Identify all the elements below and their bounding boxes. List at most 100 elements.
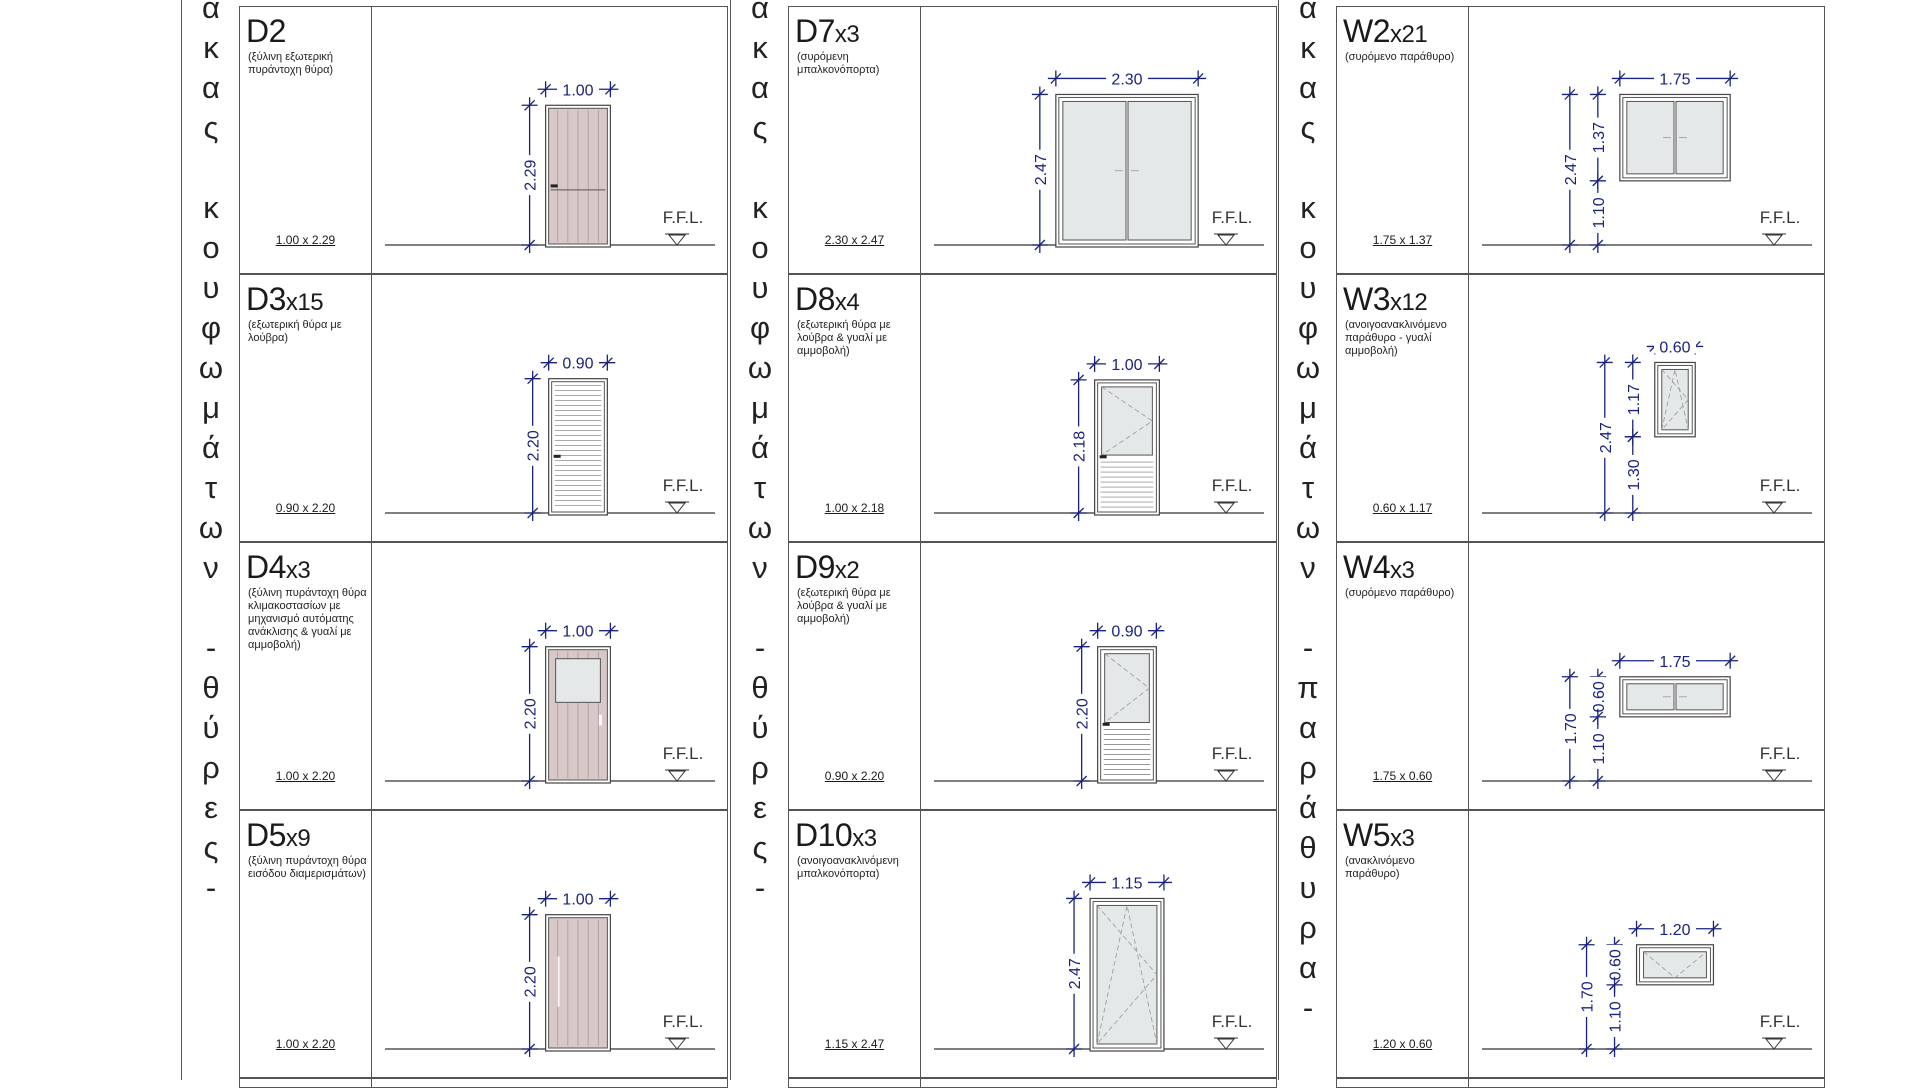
elevation-drawing: F.F.L. 1.00 2.20 — [385, 889, 715, 1057]
total-height-dimension-label-bg — [1577, 976, 1594, 1017]
width-dimension-label-bg — [557, 353, 599, 370]
opening-description: (ξύλινη εξωτερική πυράντοχη θύρα) — [248, 51, 334, 76]
dim-tick — [1153, 358, 1165, 370]
opening-code: D8x4 — [795, 281, 860, 318]
title-letter: ω — [1295, 350, 1321, 385]
opening-code: D10x3 — [795, 817, 877, 854]
quantity-label: x3 — [834, 21, 860, 48]
dim-tick — [1068, 892, 1080, 904]
title-letter: α — [751, 70, 769, 105]
total-height-dimension-label: 2.47 — [1598, 422, 1615, 453]
quantity-label: x3 — [852, 825, 877, 852]
dim-tick — [540, 625, 552, 637]
width-dimension-label-bg — [1106, 621, 1148, 638]
title-letter: ε — [204, 790, 218, 825]
dim-tick — [601, 357, 613, 369]
code-label: D2 — [246, 13, 286, 49]
height-dimension-label: 2.20 — [523, 966, 540, 997]
title-letter: ύ — [751, 710, 769, 745]
title-letter: ω — [198, 350, 224, 385]
dim-tick — [1073, 507, 1085, 519]
opening-size: 1.00 x 2.29 — [275, 233, 336, 247]
dim-tick — [1192, 72, 1204, 84]
dim-tick — [604, 83, 616, 95]
width-dimension-label: 1.75 — [1659, 71, 1690, 88]
opening-size: 0.90 x 2.20 — [824, 769, 885, 783]
opening-code: D9x2 — [795, 549, 860, 586]
width-dimension-label: 0.90 — [562, 356, 593, 373]
opening-description: (εξωτερική θύρα με λούβρα & γυαλί με αμμ… — [797, 319, 891, 357]
elevation-drawing: F.F.L. 1.15 2.47 — [934, 873, 1264, 1057]
code-label: D5 — [246, 817, 286, 853]
ffl-label: F.F.L. — [1760, 1012, 1801, 1031]
schedule-column: α κ α ς κ ο υ φ ω μ ά τ ω ν - θ ύ ρ ε ς - D2 (ξύλινη εξωτερική… — [181, 0, 741, 1088]
title-letter: κ — [752, 190, 768, 225]
title-letter: ς — [203, 110, 219, 145]
title-letter: α — [1299, 70, 1317, 105]
code-cell: D9x2 (εξωτερική θύρα με λούβρα & γυαλί με… — [789, 543, 921, 809]
height-dimension-label: 2.20 — [1075, 698, 1092, 729]
code-label: D8 — [795, 281, 835, 317]
title-letter: υ — [1299, 270, 1317, 305]
dim-tick — [1564, 775, 1576, 787]
opening-size: 1.00 x 2.18 — [824, 501, 885, 515]
height-dimension-label-bg — [520, 961, 537, 1002]
dim-tick — [604, 625, 616, 637]
door-handle — [550, 184, 558, 188]
ffl-label: F.F.L. — [1760, 744, 1801, 763]
dim-tick — [1599, 507, 1611, 519]
height-dimension-label-bg — [1030, 149, 1047, 190]
height-dimension-label: 2.20 — [523, 698, 540, 729]
glass-panel — [555, 658, 601, 703]
opening-code: D2 — [246, 13, 286, 50]
sill-dimension-label-bg — [1588, 192, 1605, 233]
opening-swing — [1101, 386, 1154, 456]
title-letter: φ — [1297, 310, 1319, 345]
opening-swing — [1096, 905, 1158, 1045]
elevation-drawing: F.F.L. 2.30 2.47 — [934, 69, 1264, 253]
dim-tick — [1581, 1043, 1593, 1055]
height-dimension-label: 2.20 — [526, 430, 543, 461]
title-letter: ν — [203, 550, 219, 585]
dim-tick — [540, 893, 552, 905]
title-letter: ω — [198, 510, 224, 545]
title-letter: κ — [1300, 190, 1316, 225]
height-dimension-label-bg — [1588, 117, 1605, 158]
code-label: W2 — [1343, 13, 1391, 49]
opening-code: D7x3 — [795, 13, 860, 50]
height-dimension-label-bg — [523, 425, 540, 466]
height-dimension-label-bg — [1623, 379, 1640, 420]
quantity-label: x21 — [1390, 21, 1428, 48]
elevation-drawing: F.F.L. 1.20 0.60 1.10 1.70 — [1482, 919, 1812, 1057]
title-letter: ω — [1295, 510, 1321, 545]
width-dimension-label: 0.60 — [1659, 339, 1690, 356]
opening-description: (ανακλινόμενο παράθυρο) — [1345, 855, 1415, 880]
opening-swing — [1661, 369, 1689, 430]
opening-swing — [1643, 951, 1707, 979]
width-dimension-label: 2.30 — [1111, 71, 1142, 88]
sill-dimension-label-bg — [1588, 728, 1605, 769]
opening-size: 1.00 x 2.20 — [275, 1037, 336, 1051]
code-cell: D8x4 (εξωτερική θύρα με λούβρα & γυαλί με… — [789, 275, 921, 541]
opening-description: (ξύλινη πυράντοχη θύρα κλιμακοστασίων με… — [248, 587, 367, 651]
title-letter: - — [754, 630, 766, 665]
code-cell: D3x15 (εξωτερική θύρα με λούβρα) 0.90 x 2.… — [240, 275, 372, 541]
dim-tick — [540, 83, 552, 95]
width-dimension-label: 1.00 — [562, 624, 593, 641]
ffl-marker-triangle — [667, 234, 687, 246]
glass-panel — [1643, 951, 1707, 979]
total-height-dimension-label: 2.47 — [1563, 154, 1580, 185]
opening-swing — [1661, 369, 1689, 431]
width-dimension-label-bg — [1106, 354, 1148, 371]
dim-tick — [1068, 1043, 1080, 1055]
ffl-label: F.F.L. — [663, 1012, 704, 1031]
code-label: W4 — [1343, 549, 1391, 585]
title-letter: τ — [753, 470, 767, 505]
title-letter: ρ — [1299, 750, 1317, 785]
title-letter: - — [1302, 990, 1314, 1025]
title-letter: τ — [204, 470, 218, 505]
